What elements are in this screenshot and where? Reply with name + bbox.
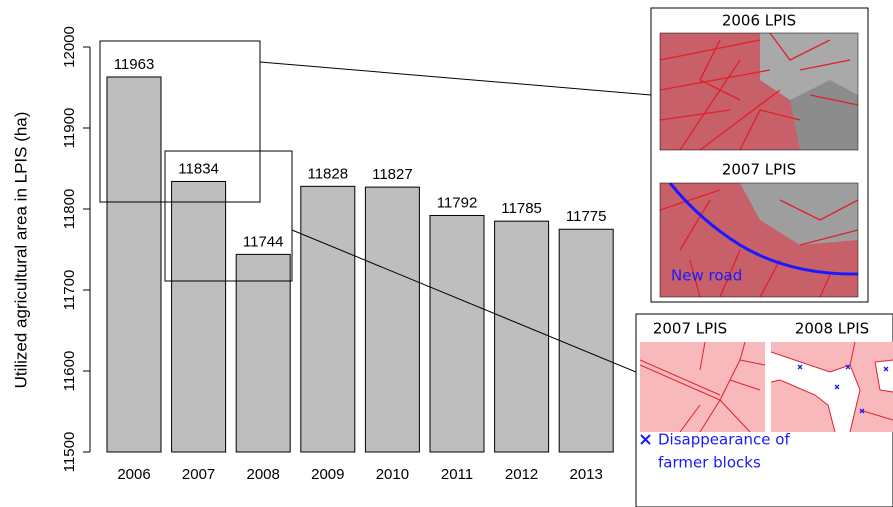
y-tick-label: 11500 <box>61 432 78 473</box>
bar <box>301 186 355 452</box>
legend-text: farmer blocks <box>658 454 761 472</box>
x-tick-label: 2008 <box>247 466 280 483</box>
bar <box>236 254 290 452</box>
inset-title: 2006 LPIS <box>722 12 796 30</box>
x-tick-label: 2006 <box>117 466 150 483</box>
bar <box>430 215 484 452</box>
value-label: 11744 <box>243 233 284 250</box>
value-label: 11775 <box>566 208 607 225</box>
x-tick-label: 2009 <box>311 466 344 483</box>
inset-image <box>640 342 765 432</box>
x-tick-label: 2007 <box>182 466 215 483</box>
inset-image <box>771 342 893 432</box>
value-label: 11834 <box>178 160 219 177</box>
bar <box>559 229 613 452</box>
x-tick-label: 2013 <box>570 466 603 483</box>
inset-title: 2007 LPIS <box>653 320 727 338</box>
y-tick-label: 11700 <box>61 270 78 311</box>
y-tick-label: 11800 <box>61 189 78 230</box>
value-label: 11828 <box>307 165 348 182</box>
x-tick-label: 2012 <box>505 466 538 483</box>
chart: 11500 11600 11700 11800 11900 12000 2006 11963 2… <box>0 0 893 507</box>
bar <box>107 77 161 452</box>
value-label: 11785 <box>501 200 542 217</box>
bar <box>495 221 549 452</box>
bar <box>365 187 419 452</box>
y-axis-label: Utilized agricultural area in LPIS (ha) <box>11 112 30 389</box>
axes: 11500 11600 11700 11800 11900 12000 2006 11963 2… <box>61 26 613 483</box>
y-tick-label: 11900 <box>61 108 78 149</box>
annotation: New road <box>671 267 742 285</box>
value-label: 11792 <box>437 194 478 211</box>
bar <box>172 181 226 452</box>
connector <box>260 62 651 95</box>
inset-image <box>660 33 858 150</box>
x-tick-label: 2010 <box>376 466 409 483</box>
inset-title: 2007 LPIS <box>722 161 796 179</box>
y-tick-label: 12000 <box>61 26 78 68</box>
x-tick-label: 2011 <box>441 466 473 483</box>
value-label: 11963 <box>114 56 155 73</box>
inset-title: 2008 LPIS <box>795 320 869 338</box>
legend-text: Disappearance of <box>658 431 790 449</box>
value-label: 11827 <box>372 166 413 183</box>
y-tick-label: 11600 <box>61 351 78 392</box>
